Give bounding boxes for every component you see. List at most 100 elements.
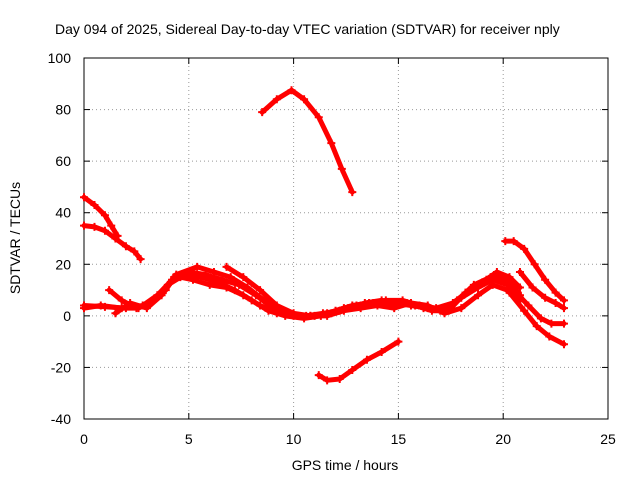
data-point bbox=[423, 301, 432, 310]
data-point bbox=[469, 280, 478, 289]
y-tick-label: -40 bbox=[51, 411, 71, 427]
data-point bbox=[377, 347, 386, 356]
data-point bbox=[136, 255, 145, 264]
data-point bbox=[547, 319, 556, 328]
x-tick-label: 10 bbox=[286, 431, 302, 447]
data-point bbox=[80, 304, 88, 313]
data-point bbox=[559, 296, 568, 305]
data-point bbox=[188, 275, 197, 284]
data-point bbox=[488, 280, 497, 289]
y-tick-label: 100 bbox=[48, 50, 72, 66]
data-point bbox=[515, 283, 524, 292]
data-point bbox=[559, 304, 568, 313]
data-point bbox=[96, 301, 105, 310]
data-point bbox=[300, 95, 309, 104]
data-point bbox=[126, 298, 135, 307]
data-point bbox=[235, 280, 244, 289]
data-point bbox=[205, 280, 214, 289]
data-point bbox=[272, 95, 281, 104]
data-point bbox=[492, 268, 501, 277]
y-tick-label: 20 bbox=[55, 256, 71, 272]
data-point bbox=[373, 301, 382, 310]
data-point bbox=[314, 113, 323, 122]
data-point bbox=[551, 298, 560, 307]
data-point bbox=[528, 283, 537, 292]
chart-title: Day 094 of 2025, Sidereal Day-to-day VTE… bbox=[55, 21, 560, 37]
data-point bbox=[524, 301, 533, 310]
data-point bbox=[390, 304, 399, 313]
data-point bbox=[513, 288, 522, 297]
data-point bbox=[90, 200, 99, 209]
data-point bbox=[337, 164, 346, 173]
data-point bbox=[130, 247, 139, 256]
data-point bbox=[545, 332, 554, 341]
data-point bbox=[239, 291, 248, 300]
data-point bbox=[80, 221, 88, 230]
data-point bbox=[107, 221, 116, 230]
data-point bbox=[551, 288, 560, 297]
data-point bbox=[515, 296, 524, 305]
series-line-arc-neg bbox=[316, 339, 401, 383]
data-point bbox=[532, 322, 541, 331]
series-line-arc-high bbox=[259, 87, 355, 195]
data-point bbox=[258, 108, 267, 117]
data-point bbox=[515, 268, 524, 277]
y-tick-label: 60 bbox=[55, 153, 71, 169]
data-point bbox=[327, 139, 336, 148]
data-point bbox=[289, 309, 298, 318]
x-axis-ticks: 0 5 10 15 20 25 bbox=[80, 58, 616, 447]
data-point bbox=[184, 268, 193, 277]
y-tick-label: -20 bbox=[51, 359, 71, 375]
data-point bbox=[520, 306, 529, 315]
data-point bbox=[111, 234, 120, 243]
data-point bbox=[256, 301, 265, 310]
grid bbox=[84, 58, 608, 419]
data-point bbox=[80, 193, 88, 202]
data-point bbox=[222, 262, 231, 271]
data-point bbox=[541, 275, 550, 284]
data-point bbox=[348, 366, 357, 375]
data-point bbox=[218, 275, 227, 284]
data-point bbox=[287, 86, 296, 95]
x-tick-label: 25 bbox=[600, 431, 616, 447]
data-point bbox=[272, 301, 281, 310]
data-point bbox=[100, 226, 109, 235]
data-point bbox=[105, 286, 114, 295]
data-point bbox=[559, 319, 568, 328]
data-point bbox=[339, 306, 348, 315]
x-tick-label: 0 bbox=[80, 431, 88, 447]
series-group bbox=[80, 86, 568, 385]
data-point bbox=[530, 260, 539, 269]
y-axis-label: SDTVAR / TECUs bbox=[7, 182, 23, 294]
data-point bbox=[142, 304, 151, 313]
data-point bbox=[201, 270, 210, 279]
y-tick-label: 40 bbox=[55, 205, 71, 221]
data-point bbox=[157, 291, 166, 300]
data-point bbox=[323, 311, 332, 320]
data-point bbox=[306, 311, 315, 320]
x-axis-label: GPS time / hours bbox=[292, 457, 399, 473]
data-point bbox=[323, 376, 332, 385]
data-point bbox=[117, 296, 126, 305]
data-point bbox=[356, 304, 365, 313]
data-point bbox=[440, 309, 449, 318]
data-point bbox=[505, 273, 514, 282]
data-point bbox=[348, 188, 357, 197]
data-point bbox=[90, 222, 99, 231]
data-point bbox=[509, 237, 518, 246]
data-point bbox=[222, 283, 231, 292]
data-point bbox=[486, 273, 495, 282]
data-point bbox=[406, 298, 415, 307]
y-axis-ticks: -40 -20 0 20 40 60 80 100 bbox=[48, 50, 608, 427]
data-point bbox=[501, 237, 510, 246]
y-tick-label: 0 bbox=[63, 308, 71, 324]
data-point bbox=[394, 337, 403, 346]
data-point bbox=[170, 273, 179, 282]
data-point bbox=[536, 314, 545, 323]
plot-frame bbox=[83, 57, 609, 420]
data-point bbox=[541, 293, 550, 302]
data-point bbox=[457, 304, 466, 313]
data-point bbox=[121, 242, 130, 251]
data-point bbox=[501, 275, 510, 284]
